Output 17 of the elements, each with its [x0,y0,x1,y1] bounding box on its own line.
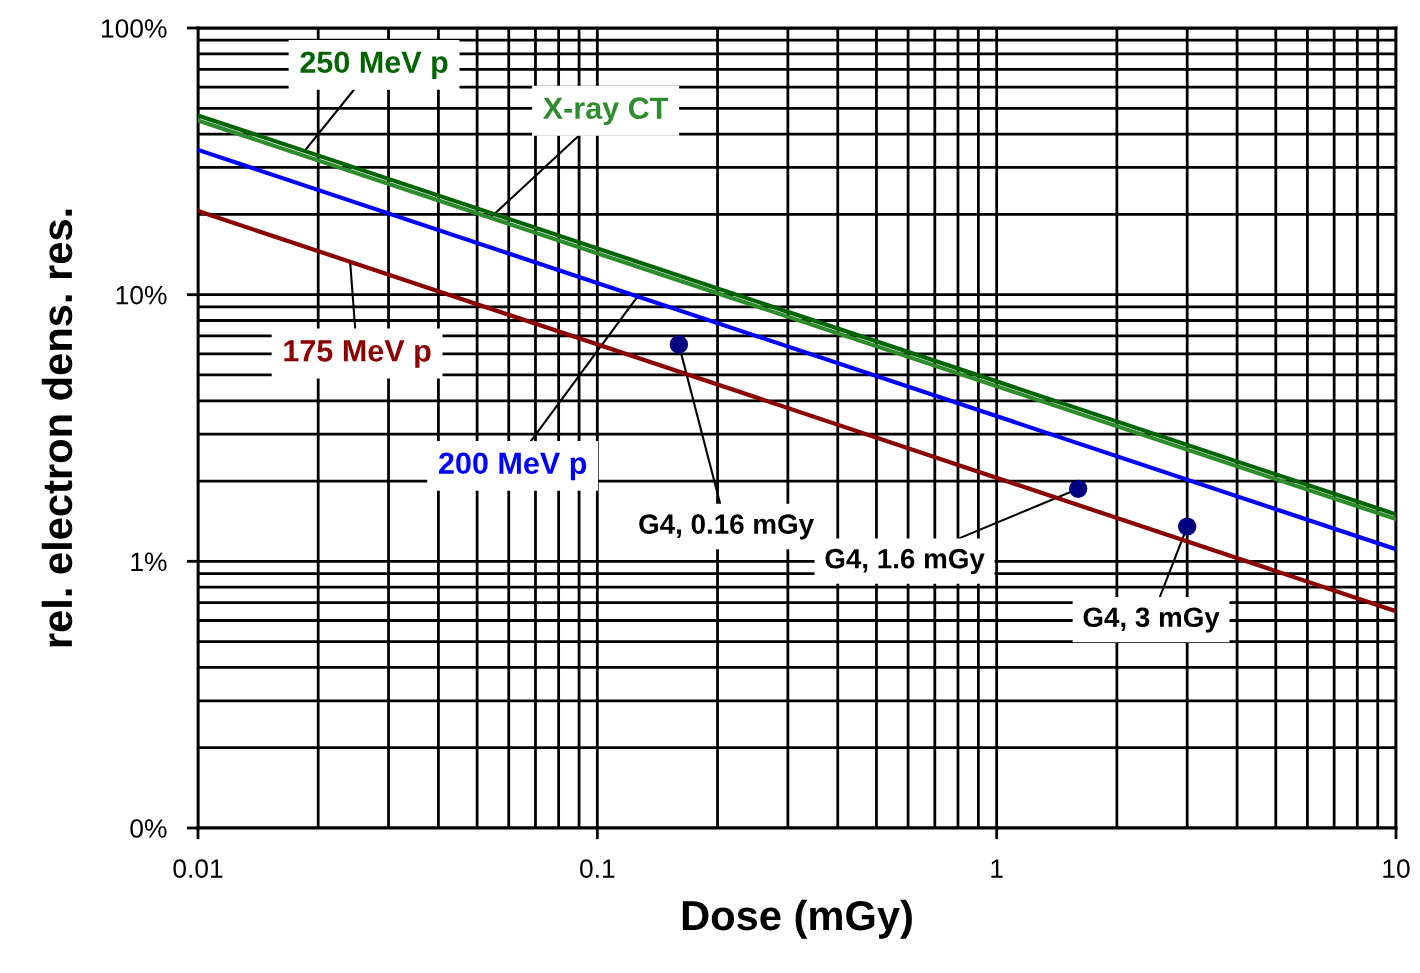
y-tick-label: 100% [101,19,167,38]
y-tick-label: 10% [116,285,167,305]
x-tick-label: 0.01 [173,859,223,878]
text: 250 MeV p [300,51,448,80]
y-axis-title: rel. electron dens. res. [41,209,73,647]
text: X-ray CT [543,97,669,126]
annotation: G4, 3 mGy [1083,607,1220,633]
y-tick-label: 1% [131,552,167,572]
annotation: G4, 0.16 mGy [639,514,814,540]
x-tick-label: 0.1 [580,859,615,878]
x-axis-title: Dose (mGy) [682,899,912,939]
x-tick-label: 10 [1383,859,1410,878]
text: 200 MeV p [439,452,587,481]
y-tick-label: 0% [130,819,167,838]
series-label: 175 MeV p [284,340,431,368]
annotation: G4, 1.6 mGy [825,548,985,575]
x-tick-label: 1 [991,859,1003,878]
